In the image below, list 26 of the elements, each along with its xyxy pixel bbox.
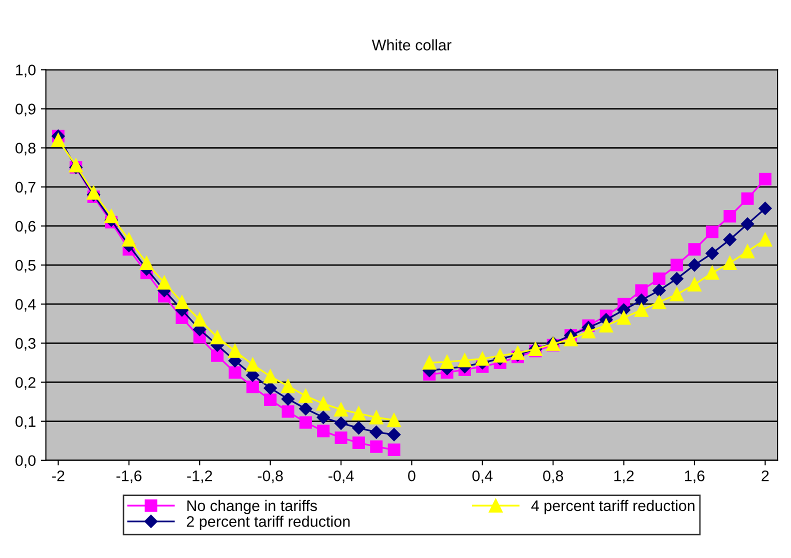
chart-title: White collar <box>372 39 452 50</box>
y-tick-label: 0,9 <box>16 104 36 116</box>
y-tick-label: 0,5 <box>16 260 36 273</box>
y-tick-label: 0,7 <box>16 182 36 194</box>
x-tick-label: 0,8 <box>543 470 564 484</box>
y-tick-label: 0,3 <box>16 338 36 351</box>
x-tick-label: -0,8 <box>258 470 283 484</box>
y-tick-label: 0,2 <box>16 377 36 390</box>
x-tick-label: 0,4 <box>472 470 493 484</box>
y-tick-label: 0,0 <box>16 455 36 468</box>
x-tick-label: 2 <box>762 470 769 482</box>
y-tick-label: 1,0 <box>16 64 36 78</box>
y-tick-label: 0,4 <box>16 298 36 312</box>
legend-label: No change in tariffs <box>187 500 317 514</box>
x-tick-label: -1,6 <box>116 470 142 484</box>
x-tick-label: -2 <box>52 470 64 482</box>
x-tick-label: -1,2 <box>187 470 212 484</box>
legend-label: 2 percent tariff reduction <box>186 516 350 530</box>
x-tick-label: -0,4 <box>328 470 354 484</box>
y-tick-label: 0,8 <box>16 142 36 156</box>
x-tick-label: 0 <box>408 470 416 482</box>
x-tick-label: 1,6 <box>685 470 704 484</box>
y-tick-label: 0,6 <box>16 220 36 234</box>
legend-label: 4 percent tariff reduction <box>531 500 694 514</box>
x-tick-label: 1,2 <box>614 470 634 484</box>
y-tick-label: 0,1 <box>16 416 36 429</box>
